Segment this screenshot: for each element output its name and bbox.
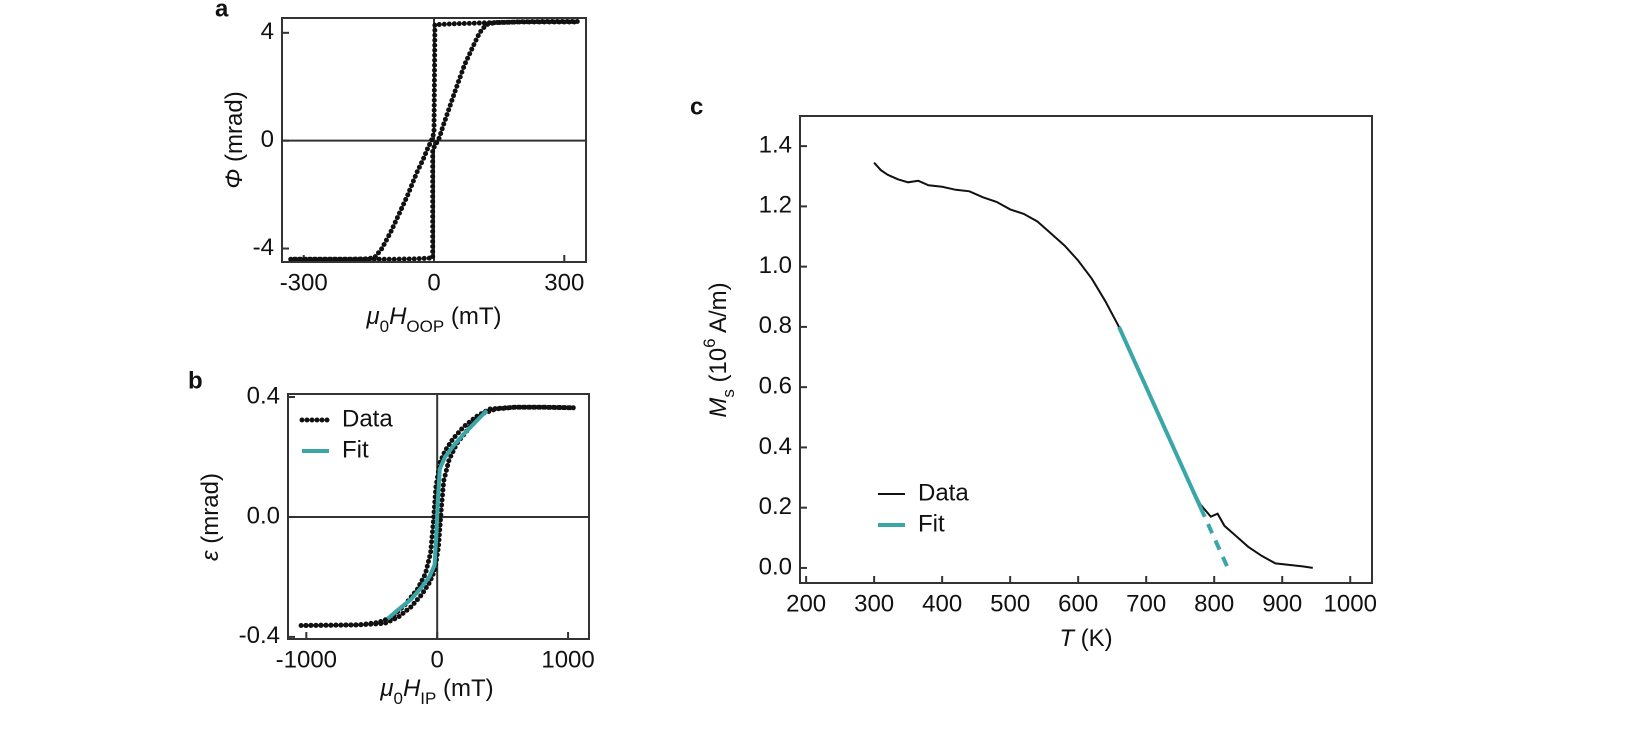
label-part: (mT) xyxy=(436,675,493,702)
y-tick-label: 0.4 xyxy=(247,382,280,409)
label-part: Φ xyxy=(221,169,248,189)
y-tick-label: 0.6 xyxy=(759,373,792,400)
x-tick-label: 0 xyxy=(431,646,444,673)
x-tick-label: 300 xyxy=(544,269,584,296)
label-part: ε xyxy=(197,550,224,561)
label-part: H xyxy=(403,675,421,702)
legend-label: Data xyxy=(342,405,393,432)
legend-label: Fit xyxy=(918,510,945,537)
x-tick-label: 500 xyxy=(990,590,1030,617)
label-part: (10 xyxy=(705,348,732,389)
y-tick-label: 1.4 xyxy=(759,131,792,158)
plot-frame xyxy=(287,393,590,640)
y-tick-label: 0.0 xyxy=(759,553,792,580)
label-part: OOP xyxy=(406,317,444,336)
x-tick-label: -300 xyxy=(280,269,328,296)
y-tick-label: -0.4 xyxy=(239,622,280,649)
x-tick-label: 300 xyxy=(854,590,894,617)
y-tick-label: 4 xyxy=(261,18,274,45)
label-part: M xyxy=(705,398,732,418)
y-tick-label: 0.0 xyxy=(247,502,280,529)
y-axis-label: ε (mrad) xyxy=(197,473,224,561)
label-part: s xyxy=(719,389,738,398)
x-tick-label: 700 xyxy=(1126,590,1166,617)
label-part: (mrad) xyxy=(221,91,248,168)
series-line xyxy=(873,162,1313,569)
y-axis-label: Φ (mrad) xyxy=(221,91,248,188)
y-tick-label: 0.8 xyxy=(759,312,792,339)
series-line xyxy=(386,409,489,621)
series-line xyxy=(1198,506,1230,569)
y-tick-label: 0.4 xyxy=(759,433,792,460)
panel-label: b xyxy=(188,367,203,394)
x-tick-label: 0 xyxy=(427,269,440,296)
y-tick-label: 1.0 xyxy=(759,252,792,279)
x-axis-label: μ0HOOP (mT) xyxy=(365,303,501,336)
legend-label: Data xyxy=(918,479,969,506)
y-tick-label: 0 xyxy=(261,126,274,153)
label-part: IP xyxy=(420,689,436,708)
y-axis-label: Ms (106 A/m) xyxy=(700,282,738,417)
x-tick-label: 900 xyxy=(1262,590,1302,617)
label-part: 6 xyxy=(700,338,719,347)
label-part: T xyxy=(1059,625,1076,652)
label-part: (mrad) xyxy=(197,473,224,550)
y-tick-label: -4 xyxy=(253,234,274,261)
label-part: (K) xyxy=(1074,625,1113,652)
series-line xyxy=(288,19,580,262)
x-tick-label: 200 xyxy=(786,590,826,617)
x-tick-label: -1000 xyxy=(276,646,337,673)
series-line xyxy=(298,404,576,628)
x-axis-label: μ0HIP (mT) xyxy=(379,675,493,708)
x-tick-label: 400 xyxy=(922,590,962,617)
x-tick-label: 1000 xyxy=(541,646,594,673)
panel-label: c xyxy=(690,93,703,120)
label-part: μ xyxy=(379,675,393,702)
panel-label: a xyxy=(215,0,229,22)
plot-frame xyxy=(799,115,1373,584)
label-part: (mT) xyxy=(444,303,501,330)
label-part: μ xyxy=(365,303,379,330)
series-line xyxy=(1117,326,1203,509)
plot-frame xyxy=(281,17,587,263)
y-tick-label: 1.2 xyxy=(759,192,792,219)
y-tick-label: 0.2 xyxy=(759,493,792,520)
x-tick-label: 600 xyxy=(1058,590,1098,617)
x-tick-label: 800 xyxy=(1194,590,1234,617)
label-part: 0 xyxy=(380,317,389,336)
x-tick-label: 1000 xyxy=(1324,590,1377,617)
x-axis-label: T (K) xyxy=(1059,625,1112,652)
label-part: H xyxy=(389,303,407,330)
label-part: A/m) xyxy=(705,282,732,338)
legend-label: Fit xyxy=(342,436,369,463)
label-part: 0 xyxy=(393,689,402,708)
